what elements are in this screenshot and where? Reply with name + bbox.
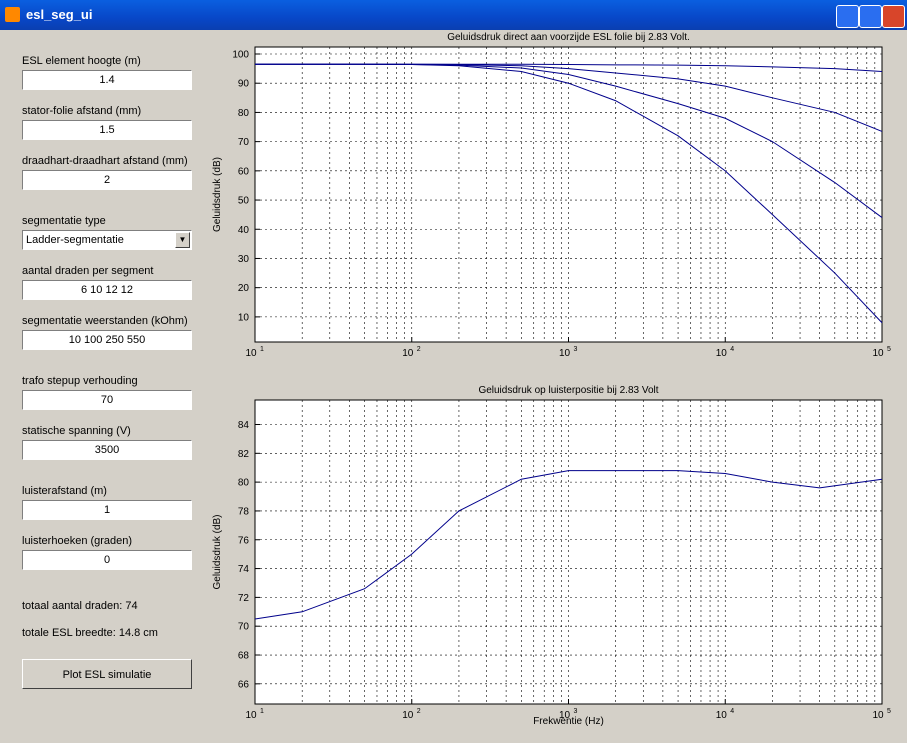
y-tick-label: 70: [238, 137, 250, 148]
x-tick-exponent: 1: [260, 346, 264, 353]
info-text: totale ESL breedte: 14.8 cm: [22, 627, 158, 639]
text-input[interactable]: 3500: [22, 440, 192, 460]
x-tick-label: 10: [872, 710, 884, 721]
x-tick-exponent: 4: [730, 708, 734, 715]
y-axis-label: Geluidsdruk (dB): [212, 157, 223, 232]
x-tick-exponent: 2: [417, 708, 421, 715]
input-value: 3500: [94, 444, 120, 456]
x-tick-exponent: 2: [417, 346, 421, 353]
x-tick-exponent: 5: [887, 708, 891, 715]
chart-title: Geluidsdruk op luisterpositie bij 2.83 V…: [478, 385, 658, 396]
y-tick-label: 30: [238, 254, 250, 265]
x-tick-label: 10: [559, 348, 571, 359]
y-tick-label: 70: [238, 622, 250, 633]
y-tick-label: 10: [238, 312, 250, 323]
x-tick-label: 10: [402, 710, 414, 721]
input-value: 6 10 12 12: [81, 284, 133, 296]
x-tick-label: 10: [245, 710, 257, 721]
field-label: stator-folie afstand (mm): [22, 105, 142, 117]
input-value: 1.5: [99, 124, 115, 136]
input-value: Ladder-segmentatie: [26, 234, 124, 246]
input-value: 10 100 250 550: [68, 334, 146, 346]
text-input[interactable]: 70: [22, 390, 192, 410]
field-label: aantal draden per segment: [22, 265, 154, 277]
x-tick-label: 10: [245, 348, 257, 359]
y-tick-label: 80: [238, 478, 250, 489]
y-tick-label: 100: [232, 50, 249, 61]
axes-box: [254, 399, 883, 705]
input-value: 0: [103, 554, 111, 566]
field-label: segmentatie weerstanden (kOhm): [22, 315, 188, 327]
y-tick-label: 78: [238, 506, 250, 517]
axes-box: [254, 46, 883, 343]
y-tick-label: 76: [238, 535, 250, 546]
maximize-button[interactable]: [859, 5, 882, 28]
app-icon: [5, 7, 20, 22]
chart-title: Geluidsdruk direct aan voorzijde ESL fol…: [447, 32, 690, 43]
y-tick-label: 80: [238, 108, 250, 119]
y-tick-label: 66: [238, 679, 250, 690]
text-input[interactable]: 6 10 12 12: [22, 280, 192, 300]
window-title: esl_seg_ui: [26, 7, 93, 22]
x-tick-exponent: 3: [574, 346, 578, 353]
input-value: 2: [103, 174, 111, 186]
y-tick-label: 20: [238, 283, 250, 294]
plot-button[interactable]: Plot ESL simulatie: [22, 659, 192, 689]
minimize-button[interactable]: [836, 5, 859, 28]
text-input[interactable]: 10 100 250 550: [22, 330, 192, 350]
y-tick-label: 84: [238, 420, 250, 431]
x-tick-label: 10: [716, 348, 728, 359]
field-label: segmentatie type: [22, 215, 106, 227]
x-tick-label: 10: [559, 710, 571, 721]
text-input[interactable]: 1.4: [22, 70, 192, 90]
y-tick-label: 90: [238, 79, 250, 90]
input-value: 70: [100, 394, 114, 406]
input-value: 1.4: [99, 74, 115, 86]
field-label: ESL element hoogte (m): [22, 55, 141, 67]
y-tick-label: 60: [238, 166, 250, 177]
text-input[interactable]: 0: [22, 550, 192, 570]
x-tick-exponent: 5: [887, 346, 891, 353]
field-label: statische spanning (V): [22, 425, 131, 437]
x-tick-label: 10: [402, 348, 414, 359]
text-input[interactable]: 2: [22, 170, 192, 190]
x-tick-exponent: 4: [730, 346, 734, 353]
x-axis-label: Frekwentie (Hz): [533, 716, 604, 727]
dropdown-arrow[interactable]: ▼: [175, 232, 190, 248]
field-label: luisterafstand (m): [22, 485, 107, 497]
line-series: [255, 63, 883, 324]
y-tick-label: 72: [238, 593, 250, 604]
y-tick-label: 50: [238, 196, 250, 207]
y-axis-label: Geluidsdruk (dB): [212, 514, 223, 589]
x-tick-label: 10: [716, 710, 728, 721]
x-tick-label: 10: [872, 348, 884, 359]
text-input[interactable]: 1: [22, 500, 192, 520]
dropdown[interactable]: Ladder-segmentatie ▼: [22, 230, 192, 250]
title-bar: esl_seg_ui: [0, 0, 907, 30]
x-tick-exponent: 1: [260, 708, 264, 715]
field-label: draadhart-draadhart afstand (mm): [22, 155, 188, 167]
y-tick-label: 40: [238, 225, 250, 236]
y-tick-label: 68: [238, 651, 250, 662]
y-tick-label: 82: [238, 449, 250, 460]
x-tick-exponent: 3: [574, 708, 578, 715]
close-button[interactable]: [882, 5, 905, 28]
field-label: luisterhoeken (graden): [22, 535, 133, 547]
y-tick-label: 74: [238, 564, 250, 575]
input-value: 1: [103, 504, 111, 516]
field-label: trafo stepup verhouding: [22, 375, 138, 387]
info-text: totaal aantal draden: 74: [22, 600, 138, 612]
text-input[interactable]: 1.5: [22, 120, 192, 140]
line-series: [254, 470, 883, 620]
